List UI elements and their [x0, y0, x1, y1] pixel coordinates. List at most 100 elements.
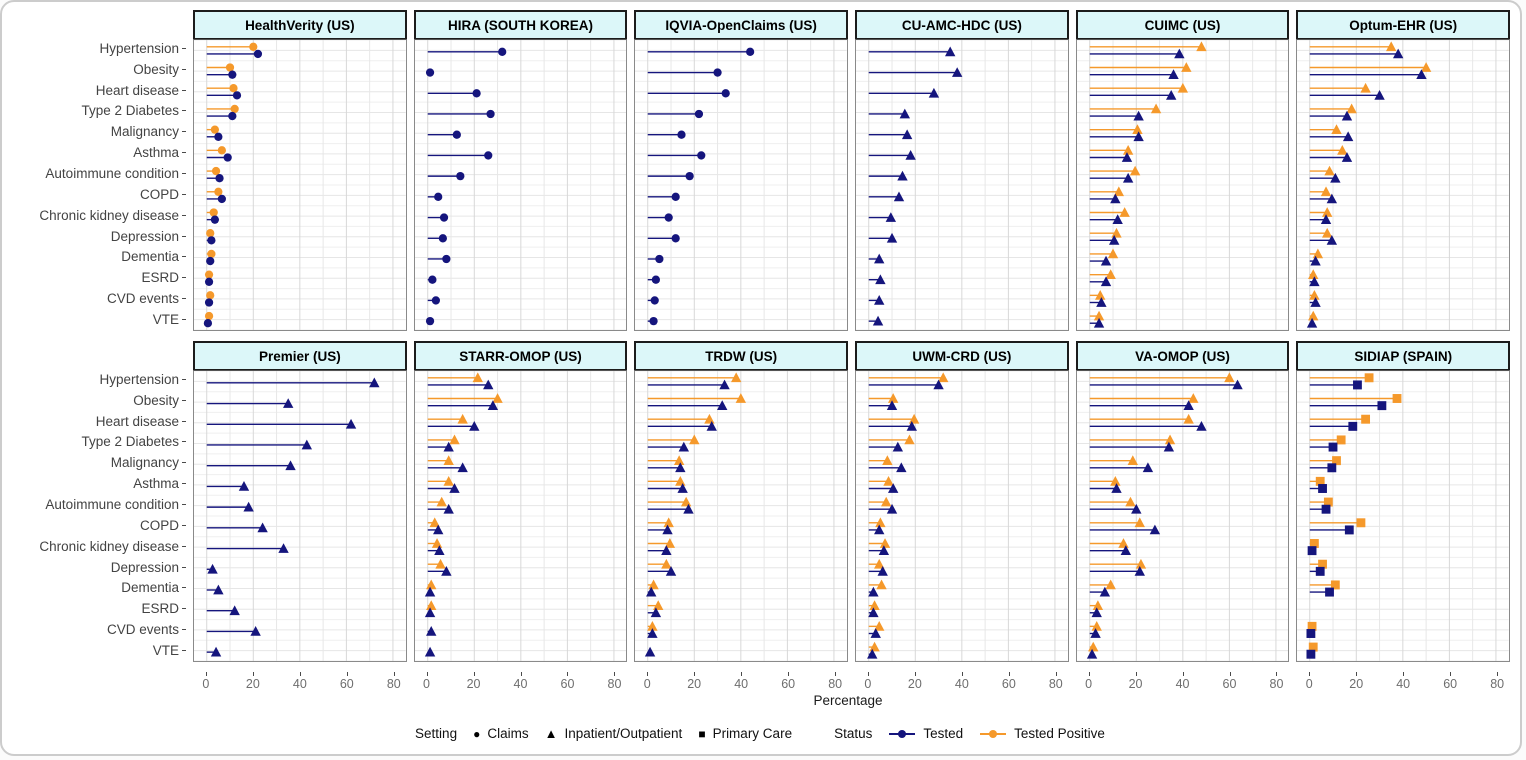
- primary-care-point-icon: [1324, 497, 1334, 507]
- y-axis-label-text: COPD: [139, 517, 179, 533]
- y-axis-label-chronic-kidney-disease: Chronic kidney disease: [10, 536, 186, 557]
- inpatient-outpatient-point-icon: [1117, 538, 1129, 548]
- x-tick-label: 20: [245, 677, 260, 691]
- y-axis-label-depression: Depression: [10, 226, 186, 247]
- y-axis-label-text: Dementia: [121, 580, 179, 596]
- panel-starr-omop-us: [413, 370, 628, 662]
- primary-care-point-icon: [1310, 539, 1320, 548]
- facet-cu-amc-hdc-us: CU-AMC-HDC (US): [855, 10, 1069, 331]
- y-axis-label-text: Heart disease: [95, 413, 179, 429]
- primary-care-point-icon: [1321, 504, 1331, 514]
- claims-point-icon: [203, 319, 213, 328]
- facet-row-bottom: Hypertension Obesity Heart disease Type 2 D…: [10, 341, 1511, 662]
- claims-point-icon: [204, 298, 214, 307]
- x-tick-label: 40: [292, 677, 307, 691]
- panel-cuimc-us: [1075, 39, 1290, 331]
- inpatient-outpatient-point-icon: [429, 517, 440, 528]
- x-tick-mark: [1182, 672, 1184, 676]
- claims-point-icon: [214, 132, 223, 141]
- inpatient-outpatient-point-icon: [425, 579, 437, 590]
- panel-healthverity-us: [193, 39, 407, 331]
- inpatient-outpatient-point-icon: [1165, 89, 1177, 100]
- facet-optum-ehr-us: Optum-EHR (US): [1296, 10, 1511, 331]
- inpatient-outpatient-point-icon: [1322, 227, 1333, 238]
- x-tick-label: 80: [1269, 677, 1284, 691]
- inpatient-outpatient-point-icon: [1109, 475, 1121, 486]
- y-axis-label-text: Asthma: [133, 145, 179, 161]
- x-axis: 0 20 40 60 80 0 20 40 60 80 0 20 40 60 80 0 20 40 60 80 0 20 4…: [10, 672, 1510, 692]
- x-axis-ticks-panel-4: 0 20 40 60 80: [855, 672, 1069, 692]
- inpatient-outpatient-point-icon: [257, 522, 268, 533]
- claims-point-icon: [431, 296, 440, 305]
- inpatient-outpatient-point-icon: [646, 586, 657, 597]
- claims-point-icon: [439, 213, 448, 222]
- y-axis-label-text: Type 2 Diabetes: [81, 434, 179, 450]
- inpatient-outpatient-point-icon: [1321, 214, 1332, 225]
- claims-point-icon: [655, 254, 664, 264]
- square-key-icon: ■: [698, 726, 706, 741]
- y-axis-label-autoimmune-condition: Autoimmune condition: [10, 163, 186, 184]
- inpatient-outpatient-point-icon: [1177, 82, 1188, 93]
- inpatient-outpatient-point-icon: [1309, 289, 1320, 300]
- inpatient-outpatient-point-icon: [229, 605, 240, 616]
- inpatient-outpatient-point-icon: [1183, 413, 1194, 424]
- facet-title-trdw-us: TRDW (US): [634, 341, 849, 370]
- inpatient-outpatient-point-icon: [1105, 269, 1116, 280]
- facet-title-premier-us: Premier (US): [193, 341, 407, 370]
- y-axis-label-obesity: Obesity: [10, 390, 186, 411]
- y-axis-labels: Hypertension Obesity Heart disease Type 2 D…: [10, 10, 186, 331]
- y-axis-label-text: Malignancy: [110, 124, 179, 140]
- y-axis-label-copd: COPD: [10, 515, 186, 536]
- inpatient-outpatient-point-icon: [661, 558, 672, 569]
- inpatient-outpatient-point-icon: [899, 108, 911, 119]
- inpatient-outpatient-point-icon: [1308, 269, 1319, 280]
- claims-point-icon: [433, 192, 443, 202]
- y-axis-label-text: Autoimmune condition: [45, 496, 179, 512]
- inpatient-outpatient-point-icon: [885, 212, 897, 222]
- inpatient-outpatient-point-icon: [431, 538, 442, 548]
- inpatient-outpatient-point-icon: [879, 538, 891, 548]
- x-axis-title-wrap: Percentage: [10, 692, 1510, 712]
- panel-cu-amc-hdc-us: [855, 39, 1069, 331]
- claims-point-icon: [438, 234, 447, 243]
- x-tick-label: 0: [1305, 677, 1313, 691]
- x-tick-label: 20: [466, 677, 481, 691]
- y-axis-label-asthma: Asthma: [10, 142, 186, 163]
- inpatient-outpatient-point-icon: [1109, 193, 1121, 204]
- legend-item-primary-care: ■ Primary Care: [698, 726, 792, 741]
- inpatient-outpatient-point-icon: [285, 460, 296, 471]
- y-axis-label-vte: VTE: [10, 640, 186, 661]
- x-tick-mark: [788, 672, 790, 676]
- primary-care-point-icon: [1327, 463, 1337, 473]
- claims-point-icon: [671, 234, 681, 243]
- x-tick-label: 60: [1001, 677, 1016, 691]
- inpatient-outpatient-point-icon: [1310, 297, 1322, 307]
- inpatient-outpatient-point-icon: [875, 274, 886, 285]
- inpatient-outpatient-point-icon: [945, 46, 956, 57]
- x-tick-mark: [647, 672, 649, 676]
- claims-point-icon: [215, 174, 224, 183]
- inpatient-outpatient-point-icon: [424, 586, 435, 597]
- claims-point-icon: [204, 270, 214, 279]
- facet-row-top: Hypertension Obesity Heart disease Type 2 D…: [10, 10, 1511, 331]
- primary-care-point-icon: [1353, 380, 1363, 390]
- primary-care-point-icon: [1345, 525, 1355, 535]
- y-axis-label-text: VTE: [152, 311, 179, 327]
- inpatient-outpatient-point-icon: [731, 372, 742, 383]
- primary-care-point-icon: [1306, 629, 1316, 638]
- inpatient-outpatient-point-icon: [1416, 69, 1428, 80]
- claims-point-icon: [650, 296, 660, 305]
- inpatient-outpatient-point-icon: [675, 475, 686, 486]
- inpatient-outpatient-point-icon: [425, 626, 437, 636]
- inpatient-outpatient-point-icon: [882, 455, 893, 466]
- legend-item-label: Primary Care: [712, 726, 793, 741]
- x-tick-mark: [1403, 672, 1405, 676]
- inpatient-outpatient-point-icon: [1195, 41, 1207, 52]
- y-axis-label-cvd-events: CVD events: [10, 619, 186, 640]
- inpatient-outpatient-point-icon: [875, 517, 886, 528]
- x-tick-mark: [1088, 672, 1090, 676]
- claims-point-icon: [204, 311, 214, 321]
- y-axis-label-heart-disease: Heart disease: [10, 80, 186, 101]
- claims-point-icon: [497, 47, 507, 57]
- x-tick-label: 40: [1396, 677, 1411, 691]
